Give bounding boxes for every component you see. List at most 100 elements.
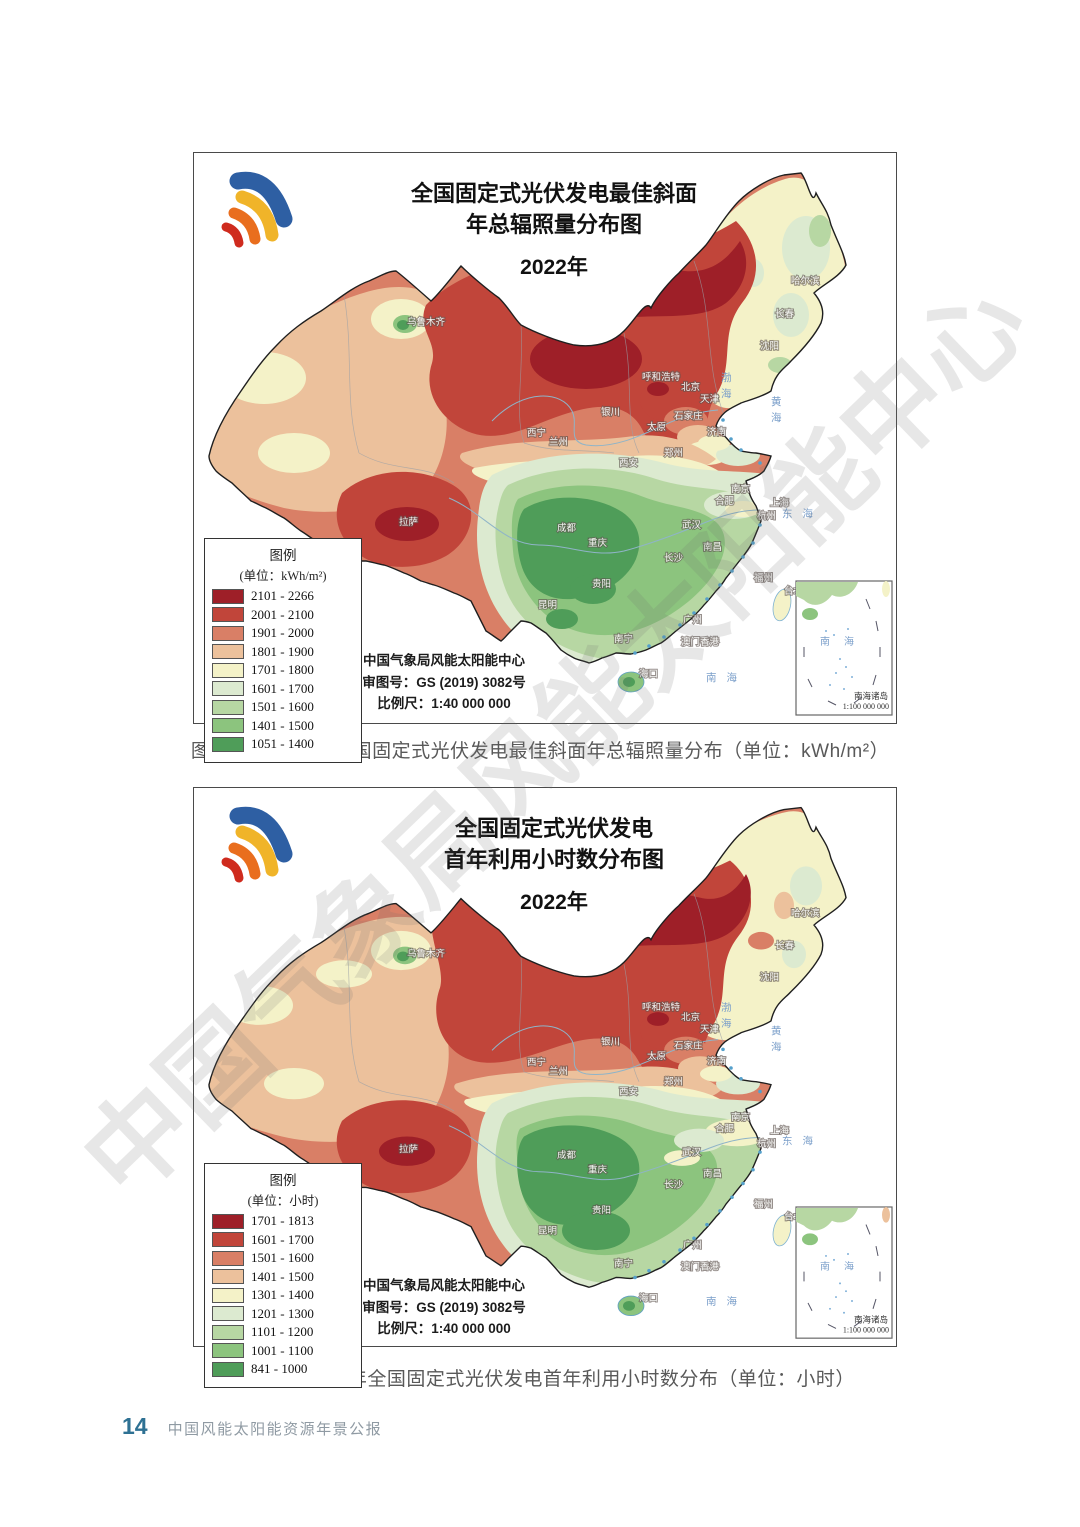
legend-range: 1001 - 1100 — [251, 1342, 314, 1358]
legend-swatch — [212, 1361, 244, 1377]
source-agency: 中国气象局风能太阳能中心 — [363, 653, 525, 668]
sea-label: 东海 — [782, 1134, 823, 1147]
province-border — [693, 893, 725, 1045]
coast-dot — [751, 541, 755, 545]
agency-logo — [208, 161, 300, 254]
legend-range: 1301 - 1400 — [251, 1287, 314, 1302]
city-label: 澳门香港 — [681, 1261, 720, 1272]
legend-unit: (单位：kWh/m²) — [239, 569, 327, 583]
map1-title-line1: 全国固定式光伏发电最佳斜面 — [410, 181, 697, 206]
legend-item: 1301 - 1400 — [212, 1287, 354, 1303]
map-region — [546, 609, 578, 629]
legend-swatch — [212, 607, 244, 622]
city-label: 石家庄 — [674, 1039, 702, 1050]
map1-source: 中国气象局风能太阳能中心 审图号：GS (2019) 3082号 比例尺：1:4… — [314, 650, 574, 715]
map1-title-year: 2022年 — [520, 255, 588, 279]
legend-range: 1101 - 1200 — [251, 1324, 314, 1339]
province-border — [523, 1071, 615, 1083]
city-label: 长春 — [775, 308, 795, 320]
coast-dot — [647, 644, 651, 648]
legend-swatch — [212, 736, 244, 752]
coast-dot — [758, 523, 762, 527]
map-region — [782, 940, 806, 969]
legend-swatch — [212, 1213, 244, 1229]
legend-swatch — [212, 1232, 244, 1247]
logo-orange-arc — [228, 207, 261, 245]
page-footer: 14 中国风能太阳能资源年景公报 — [122, 1413, 382, 1440]
map-region — [397, 951, 409, 962]
legend-swatch — [212, 1269, 244, 1284]
city-label: 武汉 — [682, 519, 702, 531]
city-label: 乌鲁木齐 — [407, 947, 446, 958]
map2-title-line1: 全国固定式光伏发电 — [454, 816, 653, 841]
city-label: 西安 — [619, 1086, 638, 1097]
city-label: 南宁 — [614, 633, 633, 645]
city-label: 昆明 — [538, 1225, 557, 1236]
legend-range: 1701 - 1800 — [251, 662, 314, 677]
inset-name-label: 南海诸岛 — [854, 691, 888, 701]
map-region — [517, 497, 640, 600]
legend-swatch — [212, 718, 244, 733]
city-label: 银川 — [601, 1036, 620, 1047]
city-label: 长沙 — [664, 1179, 684, 1190]
inset-taiwan — [882, 1206, 890, 1223]
map-region — [530, 329, 642, 389]
city-label: 合肥 — [715, 495, 735, 507]
city-label: 沈阳 — [760, 340, 779, 352]
inset-dash-line — [803, 598, 881, 706]
taiwan-island — [772, 1214, 792, 1247]
legend-item: 1001 - 1100 — [212, 1343, 354, 1359]
map-region — [647, 1012, 669, 1026]
coast-dot — [729, 1066, 733, 1070]
legend-swatch — [212, 1324, 244, 1340]
south-china-sea-inset: 南海 南海诸岛 1:100 000 000 — [795, 1206, 893, 1339]
city-label: 郑州 — [664, 447, 683, 459]
legend-range: 1601 - 1700 — [251, 680, 314, 696]
map-region — [647, 382, 669, 396]
city-label: 贵阳 — [592, 578, 611, 590]
province-border — [358, 452, 455, 484]
legend-item: 1051 - 1400 — [212, 736, 354, 752]
legend-title: 图例 — [269, 548, 297, 563]
sea-label: 南海 — [706, 1295, 747, 1308]
city-label: 福州 — [754, 572, 773, 584]
coast-dot — [662, 1260, 666, 1264]
inset-name-label: 南海诸岛 — [854, 1315, 888, 1325]
legend-item: 1901 - 2000 — [212, 625, 354, 641]
map2-title: 全国固定式光伏发电 首年利用小时数分布图 2022年 — [254, 814, 854, 916]
city-label: 长沙 — [664, 552, 684, 564]
map-region — [264, 1067, 324, 1100]
inset-scale-label: 1:100 000 000 — [843, 1325, 889, 1334]
source-agency: 中国气象局风能太阳能中心 — [363, 1278, 525, 1293]
hainan-core — [623, 677, 635, 687]
coast-dot — [721, 1047, 725, 1052]
province-border — [693, 260, 725, 416]
coast-dot — [633, 651, 637, 655]
legend-unit: (单位：小时) — [247, 1194, 319, 1208]
city-label: 拉萨 — [399, 516, 419, 528]
coast-dot — [758, 1089, 762, 1094]
map-region — [674, 1128, 724, 1153]
legend-range: 1501 - 1600 — [251, 1250, 314, 1265]
city-label: 广州 — [683, 1239, 702, 1250]
province-border — [358, 1081, 455, 1112]
coast-dot — [741, 555, 745, 559]
city-label: 天津 — [700, 394, 720, 405]
coast-dot — [729, 437, 733, 441]
city-label: 广州 — [683, 614, 702, 626]
city-label: 昆明 — [538, 600, 557, 611]
sea-label: 黄海 — [771, 395, 792, 424]
inset-sea-label: 南海 — [820, 635, 868, 648]
source-approval: 审图号：GS (2019) 3082号 — [362, 1299, 526, 1315]
legend-range: 1801 - 1900 — [251, 643, 314, 659]
city-label: 乌鲁木齐 — [407, 316, 446, 328]
taiwan-island — [772, 588, 792, 622]
map-region — [700, 1066, 732, 1082]
figure-irradiation-map: 乌鲁木齐 哈尔滨 长春 沈阳 呼和浩特 北京 天津 石家庄 太原 济南 郑州 西安 兰州 西宁 银川 拉萨 成都… — [193, 152, 897, 763]
map1-legend: 图例 (单位：kWh/m²) 2101 - 2266 2001 - 2100 190… — [204, 538, 362, 763]
city-label: 南宁 — [614, 1258, 633, 1269]
map1-title: 全国固定式光伏发电最佳斜面 年总辐照量分布图 2022年 — [254, 179, 854, 281]
city-label: 太原 — [647, 421, 666, 433]
legend-item: 1501 - 1600 — [212, 1250, 354, 1266]
report-title: 中国风能太阳能资源年景公报 — [167, 1421, 383, 1438]
